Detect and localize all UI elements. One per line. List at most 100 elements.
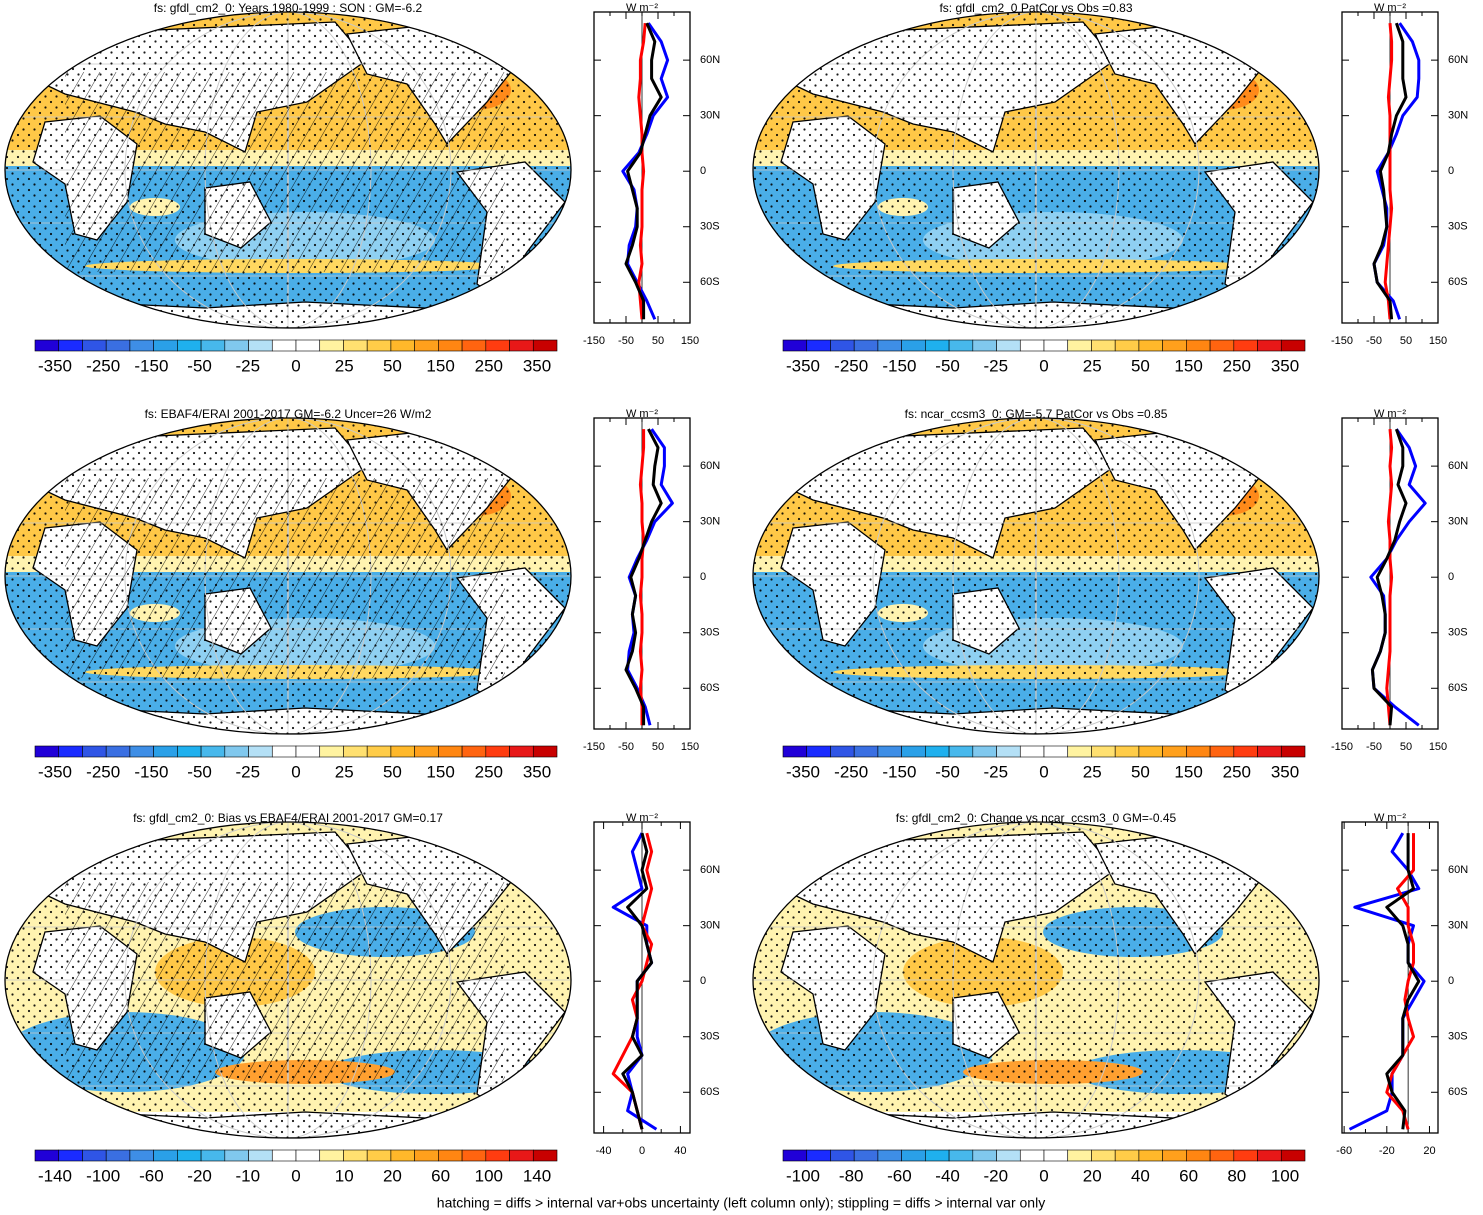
y-tick-label: 60N bbox=[1448, 460, 1468, 472]
colorbar-swatch bbox=[901, 339, 926, 352]
colorbar-swatch bbox=[830, 339, 855, 352]
colorbar-swatch bbox=[996, 1149, 1021, 1162]
colorbar-swatch bbox=[295, 1149, 321, 1162]
colorbar-swatch bbox=[153, 339, 178, 352]
colorbar-swatch bbox=[1233, 1149, 1258, 1162]
x-tick-label: 150 bbox=[681, 335, 699, 347]
colorbar-label: 150 bbox=[1174, 356, 1202, 375]
continent bbox=[473, 17, 528, 56]
colorbar-swatch bbox=[996, 339, 1021, 352]
colorbar-swatch bbox=[129, 745, 154, 758]
zonal-line bbox=[621, 832, 654, 1130]
colorbar-label: -150 bbox=[134, 762, 168, 781]
continent bbox=[473, 423, 528, 462]
map-title: fs: ncar_ccsm3_0: GM=-5.7 PatCor vs Obs … bbox=[905, 407, 1168, 421]
y-tick-label: 60S bbox=[700, 682, 720, 694]
colorbar-swatch bbox=[1233, 339, 1258, 352]
x-axis-unit: W m⁻² bbox=[626, 812, 658, 824]
colorbar-label: -250 bbox=[86, 356, 120, 375]
colorbar-swatch bbox=[1138, 745, 1163, 758]
colorbar-label: 150 bbox=[1174, 762, 1202, 781]
y-tick-label: 60S bbox=[700, 276, 720, 288]
colorbar-swatch bbox=[877, 339, 902, 352]
colorbar-label: 0 bbox=[1039, 356, 1048, 375]
y-tick-label: 30N bbox=[1448, 920, 1468, 932]
map-body bbox=[753, 418, 1319, 734]
map-outline bbox=[752, 821, 1320, 1139]
colorbar-swatch bbox=[1067, 745, 1092, 758]
colorbar-label: 150 bbox=[426, 762, 454, 781]
colorbar-swatch bbox=[1186, 745, 1211, 758]
colorbar-swatch bbox=[82, 339, 107, 352]
colorbar-swatch bbox=[806, 1149, 831, 1162]
map-body bbox=[753, 12, 1319, 328]
hatching bbox=[65, 882, 505, 1082]
colorbar-label: -250 bbox=[86, 762, 120, 781]
colorbar-swatch bbox=[58, 745, 83, 758]
colorbar-swatch bbox=[153, 745, 178, 758]
colorbar-swatch bbox=[925, 745, 950, 758]
colorbar-label: 140 bbox=[523, 1166, 551, 1185]
y-tick-label: 60S bbox=[1448, 682, 1468, 694]
colorbar-swatch bbox=[295, 745, 321, 758]
colorbar-swatch bbox=[1138, 1149, 1163, 1162]
colorbar-swatch bbox=[1114, 745, 1140, 758]
zonal-line bbox=[637, 22, 647, 320]
colorbar-label: -350 bbox=[786, 762, 820, 781]
panel: fs: gfdl_cm2_0 PatCor vs Obs =0.83 -350 -2… bbox=[752, 1, 1468, 375]
colorbar-swatch bbox=[1257, 745, 1282, 758]
colorbar-swatch bbox=[1209, 745, 1235, 758]
colorbar-label: -150 bbox=[882, 356, 916, 375]
zonal-line bbox=[1385, 833, 1415, 1130]
colorbar-label: -150 bbox=[882, 762, 916, 781]
colorbar-swatch bbox=[1209, 339, 1235, 352]
colorbar-swatch bbox=[34, 339, 60, 352]
stippling bbox=[753, 12, 1319, 328]
x-axis-unit: W m⁻² bbox=[1374, 812, 1406, 824]
map-body bbox=[5, 12, 571, 328]
colorbar-swatch bbox=[390, 745, 415, 758]
colorbar-label: -250 bbox=[834, 762, 868, 781]
colorbar-swatch bbox=[200, 1149, 226, 1162]
colorbar-label: 10 bbox=[335, 1166, 354, 1185]
colorbar-swatch bbox=[295, 339, 321, 352]
colorbar-swatch bbox=[129, 339, 154, 352]
colorbar-label: -25 bbox=[984, 762, 1009, 781]
y-tick-label: 30S bbox=[700, 1031, 720, 1043]
y-tick-label: 30N bbox=[700, 516, 720, 528]
x-tick-label: 50 bbox=[652, 741, 664, 753]
colorbar-label: 350 bbox=[1271, 762, 1299, 781]
colorbar-swatch bbox=[224, 1149, 249, 1162]
colorbar-swatch bbox=[853, 1149, 879, 1162]
zonal-line bbox=[1369, 428, 1427, 727]
colorbar-swatch bbox=[414, 745, 439, 758]
colorbar-swatch bbox=[853, 339, 879, 352]
colorbar-swatch bbox=[485, 339, 510, 352]
map-body bbox=[5, 822, 571, 1138]
colorbar-label: 50 bbox=[1131, 762, 1150, 781]
colorbar-label: -350 bbox=[786, 356, 820, 375]
colorbar-swatch bbox=[1209, 1149, 1235, 1162]
colorbar-label: 50 bbox=[1131, 356, 1150, 375]
colorbar-swatch bbox=[248, 745, 273, 758]
zonal-line bbox=[624, 22, 663, 320]
stippling bbox=[753, 418, 1319, 734]
zonal-line bbox=[1385, 428, 1394, 726]
colorbar-label: -60 bbox=[887, 1166, 912, 1185]
map bbox=[752, 417, 1320, 735]
colorbar-label: 40 bbox=[1131, 1166, 1150, 1185]
colorbar-swatch bbox=[509, 745, 534, 758]
colorbar-swatch bbox=[366, 339, 392, 352]
colorbar-label: 150 bbox=[426, 356, 454, 375]
hatching bbox=[65, 72, 505, 272]
colorbar-swatch bbox=[58, 1149, 83, 1162]
panel: fs: gfdl_cm2_0: Change vs ncar_ccsm3_0 G… bbox=[752, 811, 1468, 1185]
colorbar-label: 20 bbox=[1083, 1166, 1102, 1185]
colorbar-swatch bbox=[1067, 339, 1092, 352]
continent bbox=[1221, 827, 1276, 866]
colorbar-swatch bbox=[177, 339, 202, 352]
colorbar-label: 350 bbox=[523, 356, 551, 375]
colorbar-swatch bbox=[105, 1149, 131, 1162]
y-tick-label: 30S bbox=[1448, 1031, 1468, 1043]
